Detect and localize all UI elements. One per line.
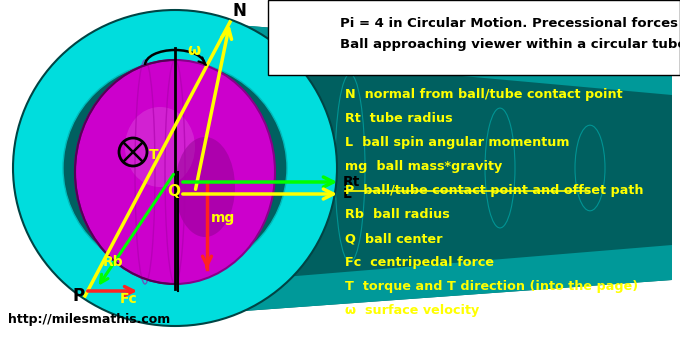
Text: L  ball spin angular momentum: L ball spin angular momentum [345, 136, 570, 149]
Text: P: P [73, 287, 85, 305]
Text: T: T [149, 148, 158, 162]
Ellipse shape [63, 61, 287, 275]
Text: Rt  tube radius: Rt tube radius [345, 112, 453, 125]
Ellipse shape [175, 137, 235, 237]
Bar [268, 0, 680, 75]
Text: Q: Q [167, 184, 180, 199]
Polygon shape [175, 245, 672, 316]
Text: Rt: Rt [343, 175, 360, 189]
Polygon shape [175, 20, 672, 316]
Text: ω  surface velocity: ω surface velocity [345, 304, 479, 317]
Text: Fc: Fc [120, 292, 138, 306]
Text: Fc  centripedal force: Fc centripedal force [345, 256, 494, 269]
Text: Q  ball center: Q ball center [345, 232, 443, 245]
Text: P  ball/tube contact point and offset path: P ball/tube contact point and offset pat… [345, 184, 643, 197]
Text: ω: ω [187, 43, 200, 58]
Text: T  torque and T direction (into the page): T torque and T direction (into the page) [345, 280, 638, 293]
Text: Rb  ball radius: Rb ball radius [345, 208, 449, 221]
Text: N: N [233, 2, 247, 20]
Text: L: L [343, 187, 352, 201]
Ellipse shape [75, 60, 275, 284]
Text: Ball approaching viewer within a circular tube track: Ball approaching viewer within a circula… [340, 38, 680, 51]
Text: Pi = 4 in Circular Motion. Precessional forces for a: Pi = 4 in Circular Motion. Precessional … [340, 17, 680, 30]
Text: mg: mg [211, 211, 235, 225]
Polygon shape [175, 20, 672, 95]
Text: http://milesmathis.com: http://milesmathis.com [8, 313, 170, 326]
Text: Rb: Rb [103, 255, 124, 269]
Text: N  normal from ball/tube contact point: N normal from ball/tube contact point [345, 88, 623, 101]
Text: mg  ball mass*gravity: mg ball mass*gravity [345, 160, 503, 173]
Ellipse shape [13, 10, 337, 326]
Ellipse shape [125, 107, 195, 187]
